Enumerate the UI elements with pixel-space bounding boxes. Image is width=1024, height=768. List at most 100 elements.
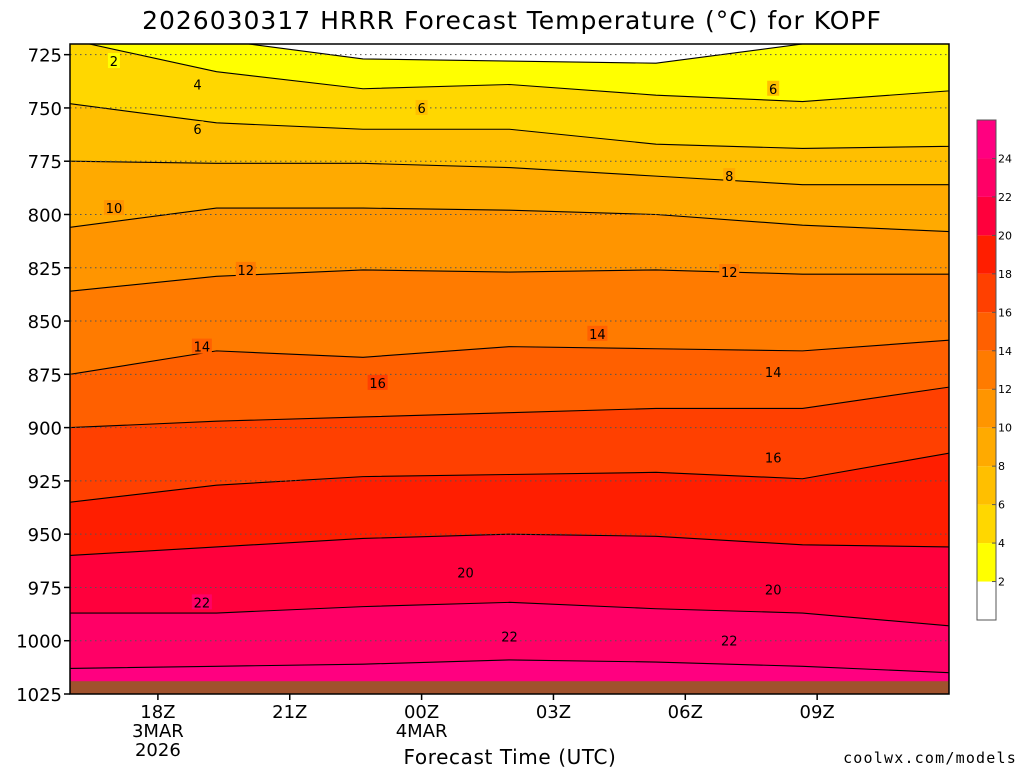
- colorbar-segment: [977, 427, 996, 467]
- contour-label: 22: [194, 596, 211, 611]
- y-tick-label: 800: [28, 205, 62, 226]
- y-tick-label: 725: [28, 46, 62, 67]
- contour-label-bg: [191, 76, 204, 92]
- y-tick-label: 925: [28, 472, 62, 493]
- contour-label-bg: [103, 200, 124, 216]
- contour-label: 22: [721, 635, 738, 650]
- contour-label-bg: [191, 121, 204, 137]
- contour-label-bg: [499, 628, 520, 644]
- contour-label: 10: [106, 202, 123, 217]
- contour-label-bg: [767, 80, 780, 96]
- colorbar-label: 8: [998, 460, 1005, 473]
- colorbar-label: 2: [998, 576, 1005, 589]
- colorbar-segment: [977, 312, 996, 351]
- contour-label: 16: [765, 451, 782, 466]
- colorbar-segment: [977, 350, 996, 390]
- y-tick-label: 775: [28, 152, 62, 173]
- contour-label-bg: [719, 264, 740, 280]
- colorbar-label: 22: [998, 191, 1012, 204]
- contour-label: 14: [589, 328, 606, 343]
- contour-line-4: [86, 44, 949, 103]
- colorbar-segment: [977, 273, 996, 313]
- plot-area: [70, 44, 949, 694]
- x-tick-label: 21Z: [272, 702, 307, 723]
- contour-label: 2: [110, 55, 118, 70]
- contour-label: 20: [765, 584, 782, 599]
- colorbar-label: 24: [998, 152, 1012, 165]
- contour-label-bg: [415, 99, 428, 115]
- contour-line-2: [244, 44, 809, 64]
- contour-line-8: [70, 160, 949, 186]
- contour-label: 22: [501, 630, 518, 645]
- x-tick-label: 00Z: [404, 702, 439, 723]
- y-axis-ticks: 725 750 775 800 825 850 875 900 925 950 975 1000 102…: [16, 46, 70, 706]
- contour-line-12: [70, 269, 949, 292]
- colorbar-segment: [977, 235, 996, 274]
- contour-label: 4: [193, 78, 201, 93]
- contour-label: 12: [721, 266, 738, 281]
- contour-label: 20: [457, 567, 474, 582]
- contour-labels: 2 4 6 6 6 8 10 12 12 14 14 14 16 16 20 20 22 22 22: [103, 53, 784, 650]
- x-axis-label: Forecast Time (UTC): [404, 745, 617, 768]
- ground-surface: [70, 681, 949, 694]
- y-tick-label: 750: [28, 99, 62, 120]
- contour-label-bg: [191, 594, 212, 610]
- contour-label: 6: [417, 102, 425, 117]
- colorbar-segment: [977, 158, 996, 197]
- y-tick-label: 875: [28, 365, 62, 386]
- plot-frame: [69, 43, 950, 695]
- contour-line-22: [70, 601, 949, 627]
- contour-label-bg: [455, 564, 476, 580]
- contour-line-16: [70, 386, 949, 429]
- colorbar-segment: [977, 196, 996, 236]
- contour-lines: [70, 44, 949, 694]
- colorbar-segment: [977, 543, 996, 582]
- colorbar-segment: [977, 504, 996, 544]
- colorbar-label: 14: [998, 345, 1012, 358]
- x-tick-label: 06Z: [668, 702, 703, 723]
- colorbar-frame: [976, 119, 997, 621]
- contour-label-bg: [723, 168, 736, 184]
- contour-label: 12: [238, 264, 255, 279]
- x-tick-date: 4MAR: [396, 721, 448, 742]
- contour-line-10: [70, 207, 949, 233]
- x-tick-date: 3MAR: [132, 721, 184, 742]
- contour-label: 14: [194, 341, 211, 356]
- colorbar-label: 20: [998, 229, 1012, 242]
- colorbar-label: 6: [998, 499, 1005, 512]
- y-tick-label: 975: [28, 578, 62, 599]
- contour-label: 6: [193, 123, 201, 138]
- contour-line-14: [70, 339, 949, 375]
- contour-label-bg: [191, 338, 212, 354]
- contour-label-bg: [763, 364, 784, 380]
- contour-label-bg: [719, 632, 740, 648]
- contour-label: 16: [369, 377, 386, 392]
- colorbar-label: 16: [998, 306, 1012, 319]
- contour-label: 14: [765, 366, 782, 381]
- x-tick-label: 09Z: [800, 702, 835, 723]
- contour-label-bg: [235, 261, 256, 277]
- contour-label-bg: [587, 325, 608, 341]
- contour-line-18: [70, 452, 949, 503]
- contour-line-24: [70, 659, 949, 674]
- contour-line-20: [70, 533, 949, 557]
- contour-label-bg: [763, 581, 784, 597]
- y-tick-label: 950: [28, 525, 62, 546]
- x-tick-label: 03Z: [536, 702, 571, 723]
- contour-label-bg: [107, 53, 120, 69]
- colorbar-label: 10: [998, 422, 1012, 435]
- y-tick-label: 900: [28, 419, 62, 440]
- colorbar-segment: [977, 581, 996, 620]
- y-tick-label: 850: [28, 312, 62, 333]
- colorbar-segment: [977, 389, 996, 428]
- colorbar-segment: [977, 120, 996, 159]
- contour-label-bg: [367, 374, 388, 390]
- colorbar-segment: [977, 466, 996, 505]
- colorbar-label: 12: [998, 383, 1012, 396]
- chart-title: 2026030317 HRRR Forecast Temperature (°C…: [142, 6, 882, 35]
- contour-label: 8: [725, 170, 733, 185]
- x-tick-year: 2026: [135, 740, 181, 761]
- y-tick-label: 825: [28, 259, 62, 280]
